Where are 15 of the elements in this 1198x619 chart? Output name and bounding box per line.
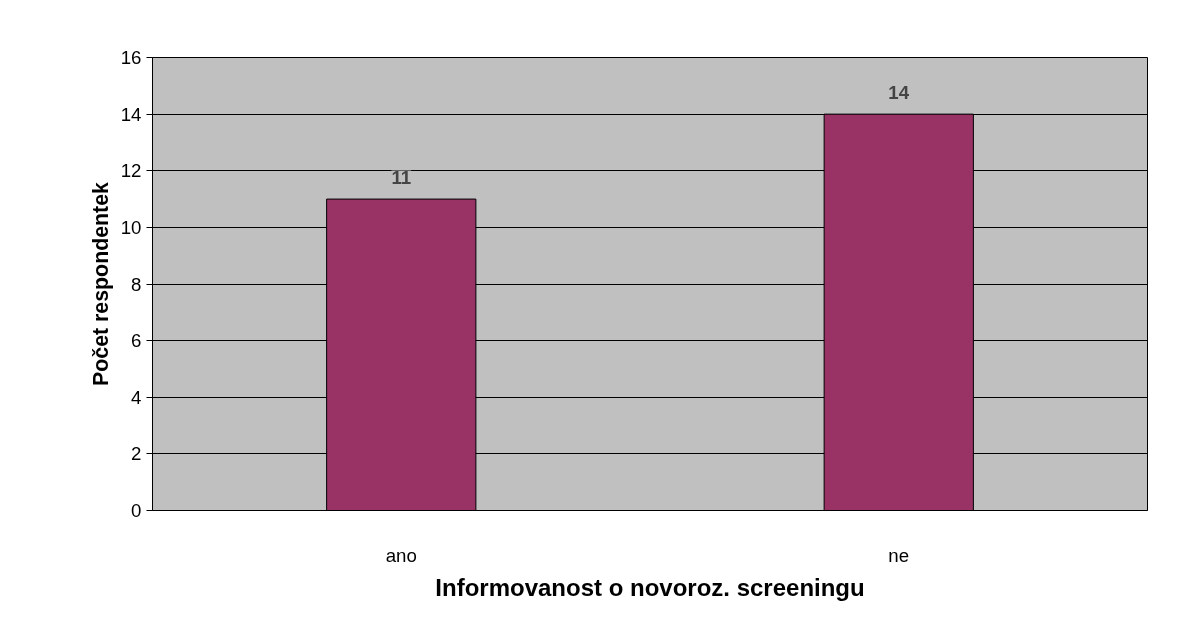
y-tick-label: 2 (131, 443, 142, 465)
data-label: 14 (888, 81, 910, 103)
y-tick-label: 0 (131, 500, 142, 521)
x-tick-label: ano (385, 544, 417, 566)
y-tick-label: 14 (120, 103, 142, 125)
y-tick-label: 10 (120, 216, 142, 238)
y-tick-label: 16 (120, 47, 142, 68)
y-tick-label: 8 (131, 273, 142, 295)
x-tick-label: ne (888, 544, 910, 566)
y-tick-label: 12 (120, 160, 142, 182)
y-tick-label: 4 (131, 386, 142, 408)
y-tick-label: 6 (131, 330, 142, 352)
data-label: 11 (391, 166, 412, 188)
x-axis-title: Informovanost o novoroz. screeningu (435, 573, 865, 601)
y-axis-title: Počet respondentek (88, 181, 113, 386)
